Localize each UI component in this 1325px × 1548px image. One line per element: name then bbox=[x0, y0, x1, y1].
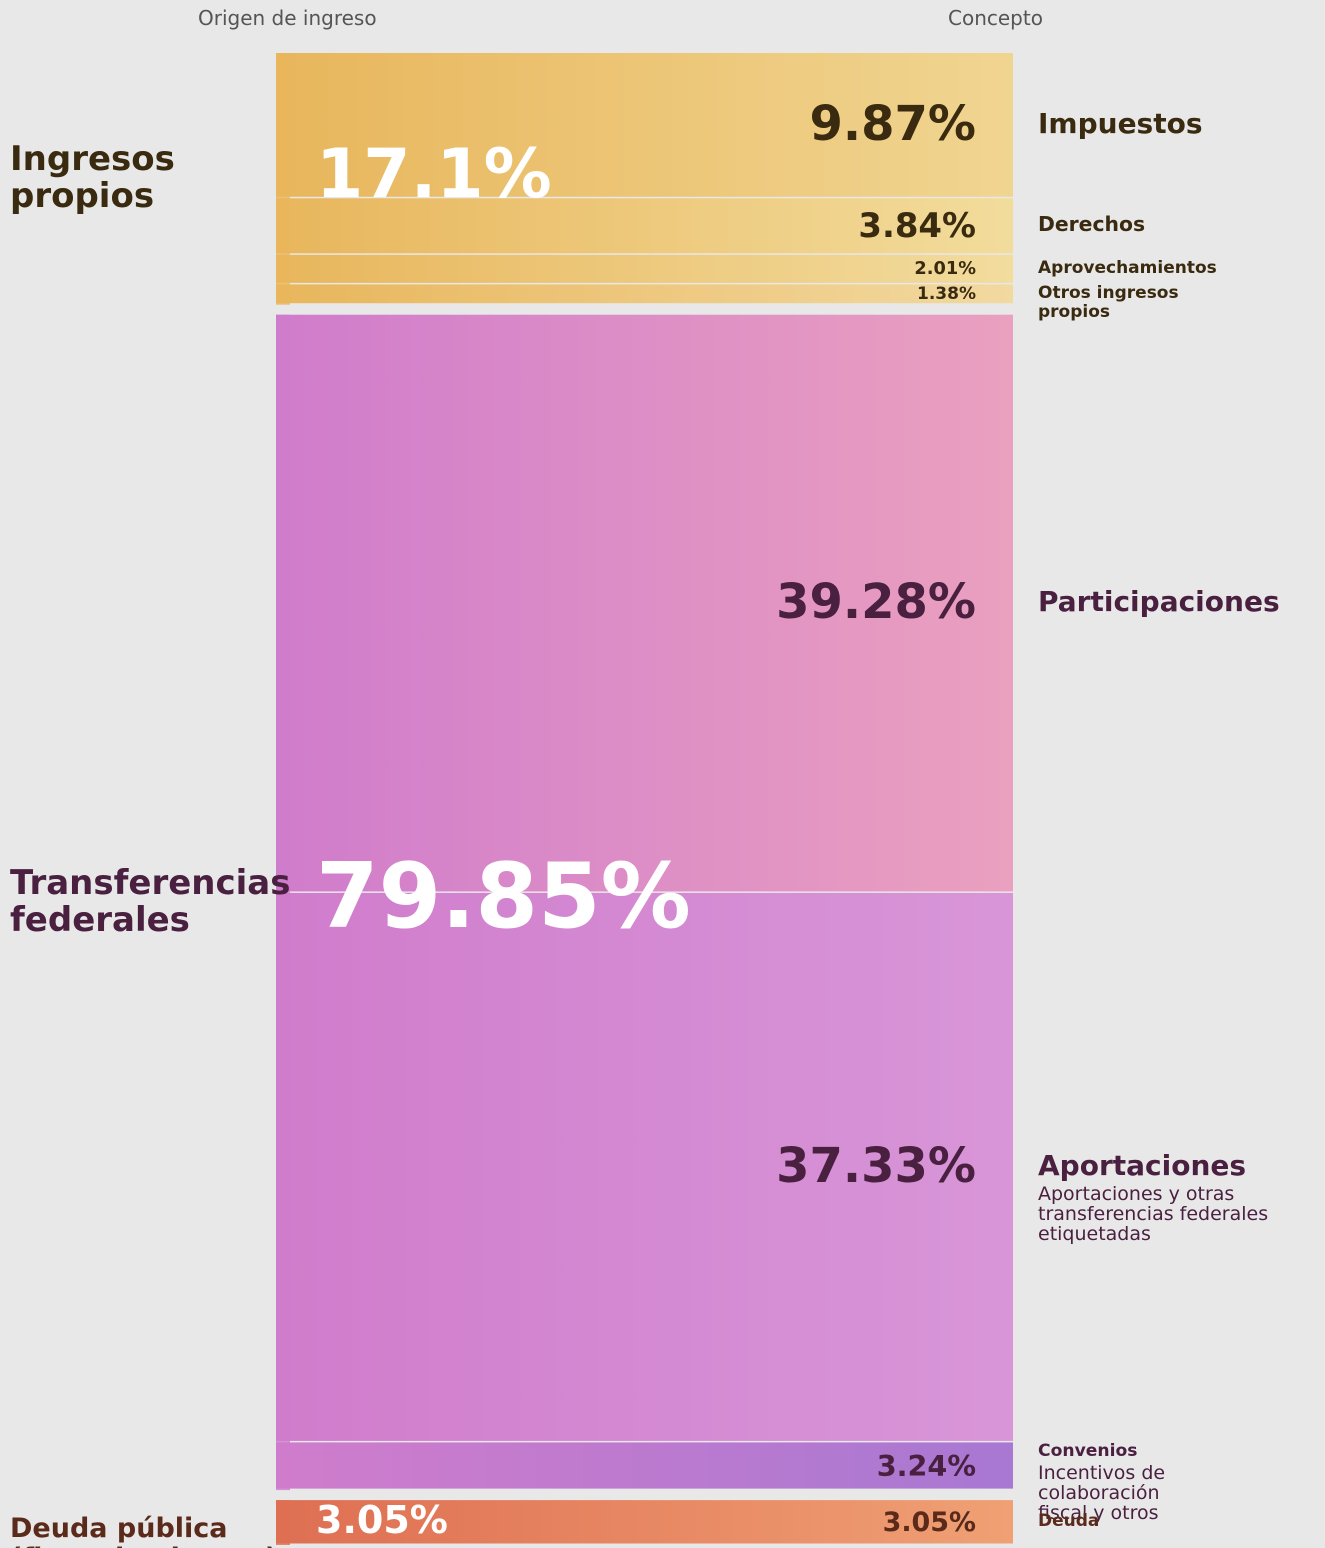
item-name: Aportaciones Aportaciones y otras transfe… bbox=[1038, 1148, 1318, 1245]
right-header: Concepto bbox=[948, 6, 1043, 30]
flow-band bbox=[276, 254, 1013, 283]
item-name: Impuestos bbox=[1038, 106, 1318, 140]
flow-band bbox=[276, 53, 1013, 197]
item-name-text: Aportaciones bbox=[1038, 1148, 1247, 1182]
flow-band bbox=[276, 314, 1013, 892]
item-name-text: Participaciones bbox=[1038, 585, 1280, 618]
item-value: 39.28% bbox=[776, 574, 976, 631]
item-value: 3.05% bbox=[882, 1506, 976, 1538]
item-value: 3.24% bbox=[876, 1448, 976, 1483]
group-edge bbox=[276, 1500, 290, 1545]
group-value: 79.85% bbox=[316, 844, 691, 950]
item-name-text: Aprovechamientos bbox=[1038, 258, 1217, 279]
item-name: Aprovechamientos bbox=[1038, 258, 1318, 279]
group-value: 3.05% bbox=[316, 1497, 448, 1542]
item-name: Convenios Incentivos de colaboración fisc… bbox=[1038, 1442, 1208, 1524]
item-name-text: Derechos bbox=[1038, 212, 1146, 237]
group-name: Transferencias federales bbox=[10, 863, 291, 940]
item-value: 9.87% bbox=[809, 96, 976, 153]
flow-band bbox=[276, 284, 1013, 304]
item-description: Incentivos de colaboración fiscal y otro… bbox=[1038, 1462, 1166, 1525]
item-name: Derechos bbox=[1038, 212, 1318, 237]
item-name-text: Impuestos bbox=[1038, 106, 1203, 140]
item-name-text: Convenios bbox=[1038, 1440, 1138, 1461]
flow-band bbox=[276, 892, 1013, 1441]
item-name: Deuda bbox=[1038, 1511, 1208, 1532]
group-value: 17.1% bbox=[316, 135, 552, 215]
flow-band bbox=[276, 1500, 1013, 1544]
item-description: Aportaciones y otras transferencias fede… bbox=[1038, 1183, 1269, 1245]
item-name-text: Deuda bbox=[1038, 1511, 1100, 1532]
item-name: Otros ingresos propios bbox=[1038, 284, 1208, 321]
item-value: 2.01% bbox=[914, 258, 976, 279]
group-name: Ingresos propios bbox=[10, 139, 175, 217]
item-value: 37.33% bbox=[776, 1138, 976, 1195]
item-name-text: Otros ingresos propios bbox=[1038, 283, 1179, 322]
item-value: 1.38% bbox=[917, 284, 976, 305]
flow-band bbox=[276, 1442, 1013, 1489]
group-name: Deuda pública (financiamientos) bbox=[10, 1513, 277, 1548]
group-edge bbox=[276, 314, 290, 1491]
group-edge bbox=[276, 53, 290, 305]
item-value: 3.84% bbox=[858, 205, 976, 245]
left-header: Origen de ingreso bbox=[198, 6, 377, 30]
item-name: Participaciones bbox=[1038, 585, 1318, 618]
flow-band bbox=[276, 198, 1013, 254]
